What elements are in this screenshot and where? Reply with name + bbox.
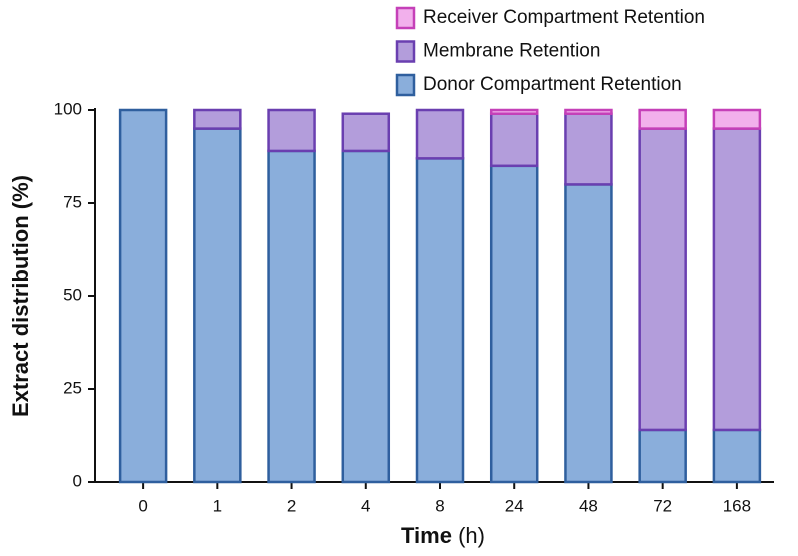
x-tick-label: 24 [505, 496, 524, 515]
bar-segment [193, 127, 242, 484]
bar-segment [564, 108, 613, 115]
bar-segment [267, 149, 316, 484]
x-tick-label: 0 [138, 496, 147, 515]
bar-segment [712, 108, 762, 130]
x-tick-label: 72 [653, 496, 672, 515]
bar-segment [267, 108, 316, 153]
x-axis-label-unit: (h) [458, 523, 485, 548]
bar-segment [712, 428, 762, 484]
bar-segment [118, 108, 168, 484]
x-tick-label: 8 [435, 496, 444, 515]
y-axis-label: Extract distribution (%) [8, 175, 33, 417]
bar-segment [712, 127, 762, 432]
y-tick-label: 0 [73, 471, 82, 490]
y-tick-label: 25 [63, 378, 82, 397]
legend-label: Receiver Compartment Retention [423, 7, 705, 28]
x-axis-label-main: Time [401, 523, 452, 548]
bar-segment [489, 164, 539, 484]
bar-segment [489, 112, 539, 168]
legend-swatch [395, 6, 416, 30]
bar-segment [564, 112, 613, 186]
legend-label: Donor Compartment Retention [423, 74, 682, 95]
x-tick-label: 168 [723, 496, 751, 515]
legend-swatch [395, 73, 416, 97]
bar-segment [415, 108, 465, 160]
x-tick-label: 4 [361, 496, 370, 515]
y-tick-label: 50 [63, 285, 82, 304]
x-tick-label: 48 [579, 496, 598, 515]
bar-segment [564, 183, 613, 484]
bar-segment [415, 157, 465, 484]
x-axis-label: Time (h) [401, 523, 485, 548]
y-tick-label: 100 [54, 99, 82, 118]
x-tick-label: 1 [213, 496, 222, 515]
legend-swatch [395, 40, 416, 63]
bar-segment [341, 112, 391, 153]
x-tick-label: 2 [287, 496, 296, 515]
bar-segment [638, 127, 687, 432]
bar-segment [193, 108, 242, 130]
bar-segment [489, 108, 539, 115]
bar-segment [341, 149, 391, 484]
bar-segment [638, 108, 687, 130]
y-tick-label: 75 [63, 192, 82, 211]
legend-label: Membrane Retention [423, 41, 600, 62]
bar-segment [638, 428, 687, 484]
